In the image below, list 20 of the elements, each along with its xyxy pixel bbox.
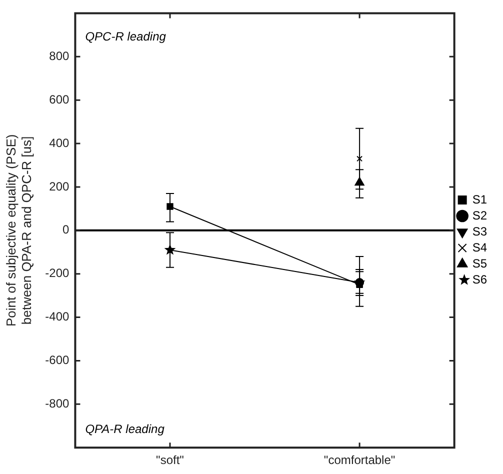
legend-label: S2 (472, 208, 488, 222)
legend-label: S4 (472, 240, 488, 254)
legend-label: S3 (472, 224, 488, 238)
x-tick-label: "comfortable" (324, 453, 396, 468)
y-tick-label: 600 (49, 92, 70, 106)
y-tick-label: -400 (45, 310, 70, 324)
legend-label: S5 (472, 256, 488, 270)
annotation: QPC-R leading (85, 30, 166, 44)
y-tick-label: -200 (45, 266, 70, 280)
y-tick-label: 800 (49, 48, 70, 63)
x-tick-label: "soft" (156, 453, 184, 468)
y-axis-title: Point of subjective equality (PSE) between QPA-R and QPC-R [us] (3, 134, 34, 327)
legend-label: S1 (472, 192, 488, 206)
y-tick-label: 0 (62, 222, 70, 237)
y-tick-label: 400 (49, 136, 70, 150)
y-tick-label: -600 (45, 353, 70, 368)
legend-label: S6 (472, 272, 488, 286)
y-tick-label: -800 (45, 396, 70, 410)
annotation: QPA-R leading (85, 422, 165, 436)
y-tick-label: 200 (49, 179, 70, 194)
